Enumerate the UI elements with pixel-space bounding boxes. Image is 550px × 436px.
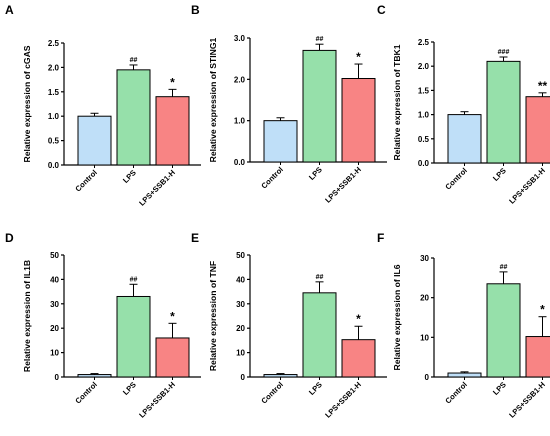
y-tick-label: 20 xyxy=(420,294,429,303)
bar-control xyxy=(263,120,298,163)
panel-a: A Relative expression of cGAS 0.0 0.5 1.0 1.5… xyxy=(5,3,201,208)
bar-control xyxy=(263,374,298,378)
significance-marker: * xyxy=(170,75,175,89)
panel-b: B Relative expression of STING1 0.0 1.0 2.0 3… xyxy=(191,3,387,205)
x-tick-label: Control xyxy=(259,165,284,190)
y-tick-label: 0 xyxy=(425,373,430,382)
y-tick-label: 1.0 xyxy=(48,112,60,121)
significance-marker: * xyxy=(356,50,361,64)
significance-marker: ## xyxy=(130,57,138,64)
x-tick-label: Control xyxy=(73,168,98,193)
y-tick-label: 1.0 xyxy=(234,117,246,126)
bar-lps xyxy=(486,283,521,378)
x-tick-label: LPS+SSB1-H xyxy=(507,166,547,206)
bar-control xyxy=(77,374,112,378)
y-tick-label: 0.0 xyxy=(418,159,430,168)
x-tick-label: LPS+SSB1-H xyxy=(323,380,363,420)
panel-letter: E xyxy=(191,231,199,245)
bar-lps-ssb1-h xyxy=(155,96,190,166)
x-tick-label: LPS xyxy=(121,380,138,397)
significance-marker: * xyxy=(356,312,361,326)
bar-control xyxy=(447,114,482,164)
bar-lps-ssb1-h xyxy=(341,339,376,378)
bar-lps xyxy=(116,69,151,166)
y-tick-label: 0.0 xyxy=(234,158,246,167)
y-tick-label: 30 xyxy=(236,300,245,309)
y-tick-label: 2.5 xyxy=(48,39,60,48)
y-tick-label: 0.5 xyxy=(48,137,60,146)
y-tick-label: 10 xyxy=(236,349,245,358)
significance-marker: * xyxy=(170,309,175,323)
y-axis-label: Relative expression of cGAS xyxy=(22,45,32,162)
y-tick-label: 20 xyxy=(50,324,59,333)
significance-marker: ## xyxy=(130,276,138,283)
panel-letter: B xyxy=(191,3,200,17)
y-tick-label: 50 xyxy=(236,251,245,260)
y-axis-label: Relative expression of IL6 xyxy=(392,264,402,370)
y-tick-label: 1.5 xyxy=(48,88,60,97)
panel-e: E Relative expression of TNF 0 10 20 30 40 50 Co… xyxy=(191,231,387,420)
y-tick-label: 0 xyxy=(241,373,246,382)
y-tick-label: 50 xyxy=(50,251,59,260)
bar-lps-ssb1-h xyxy=(341,78,376,163)
bar-lps-ssb1-h xyxy=(525,96,550,164)
x-tick-label: LPS+SSB1-H xyxy=(507,380,547,420)
bar-lps-ssb1-h xyxy=(525,336,550,378)
x-tick-label: LPS xyxy=(121,168,138,185)
x-tick-label: Control xyxy=(259,380,284,405)
x-tick-label: LPS xyxy=(491,166,508,183)
significance-marker: ** xyxy=(538,79,548,93)
y-tick-label: 2.0 xyxy=(234,75,246,84)
significance-marker: ## xyxy=(316,36,324,43)
y-tick-label: 2.0 xyxy=(418,62,430,71)
significance-marker: ## xyxy=(500,264,508,271)
y-tick-label: 0 xyxy=(55,373,60,382)
x-tick-label: LPS+SSB1-H xyxy=(137,380,177,420)
bar-lps-ssb1-h xyxy=(155,337,190,378)
bar-lps xyxy=(486,60,521,164)
x-tick-label: LPS xyxy=(307,165,324,182)
significance-marker: * xyxy=(540,303,545,317)
y-tick-label: 10 xyxy=(420,333,429,342)
y-tick-label: 0.5 xyxy=(418,135,430,144)
bar-control xyxy=(447,372,482,378)
significance-marker: ## xyxy=(316,274,324,281)
bar-control xyxy=(77,115,112,166)
x-tick-label: Control xyxy=(443,166,468,191)
y-tick-label: 0.0 xyxy=(48,161,60,170)
y-tick-label: 2.0 xyxy=(48,63,60,72)
panel-d: D Relative expression of IL1B 0 10 20 30 40 50 C… xyxy=(5,231,201,420)
y-tick-label: 30 xyxy=(50,300,59,309)
panel-letter: D xyxy=(5,231,14,245)
y-tick-label: 3.0 xyxy=(234,34,246,43)
panel-c: C Relative expression of TBK1 0.0 0.5 1.0 1.5… xyxy=(377,3,550,206)
panel-f: F Relative expression of IL6 0 10 20 30 Contro… xyxy=(377,231,550,420)
bar-lps xyxy=(302,292,337,378)
y-tick-label: 2.5 xyxy=(418,38,430,47)
y-axis-label: Relative expression of IL1B xyxy=(22,260,32,372)
bar-lps xyxy=(302,49,337,163)
y-tick-label: 1.0 xyxy=(418,111,430,120)
y-tick-label: 40 xyxy=(236,275,245,284)
x-tick-label: LPS+SSB1-H xyxy=(323,165,363,205)
bar-lps xyxy=(116,295,151,378)
y-tick-label: 10 xyxy=(50,349,59,358)
x-tick-label: Control xyxy=(73,380,98,405)
y-axis-label: Relative expression of TNF xyxy=(208,261,218,371)
x-tick-label: LPS xyxy=(491,380,508,397)
panel-letter: C xyxy=(377,3,386,17)
y-axis-label: Relative expression of TBK1 xyxy=(392,44,402,160)
x-tick-label: Control xyxy=(443,380,468,405)
x-tick-label: LPS+SSB1-H xyxy=(137,168,177,208)
y-tick-label: 40 xyxy=(50,275,59,284)
y-tick-label: 30 xyxy=(420,254,429,263)
y-tick-label: 1.5 xyxy=(418,86,430,95)
significance-marker: ### xyxy=(498,49,510,56)
x-tick-label: LPS xyxy=(307,380,324,397)
panel-letter: F xyxy=(377,231,384,245)
panel-letter: A xyxy=(5,3,14,17)
y-tick-label: 20 xyxy=(236,324,245,333)
y-axis-label: Relative expression of STING1 xyxy=(208,37,218,162)
